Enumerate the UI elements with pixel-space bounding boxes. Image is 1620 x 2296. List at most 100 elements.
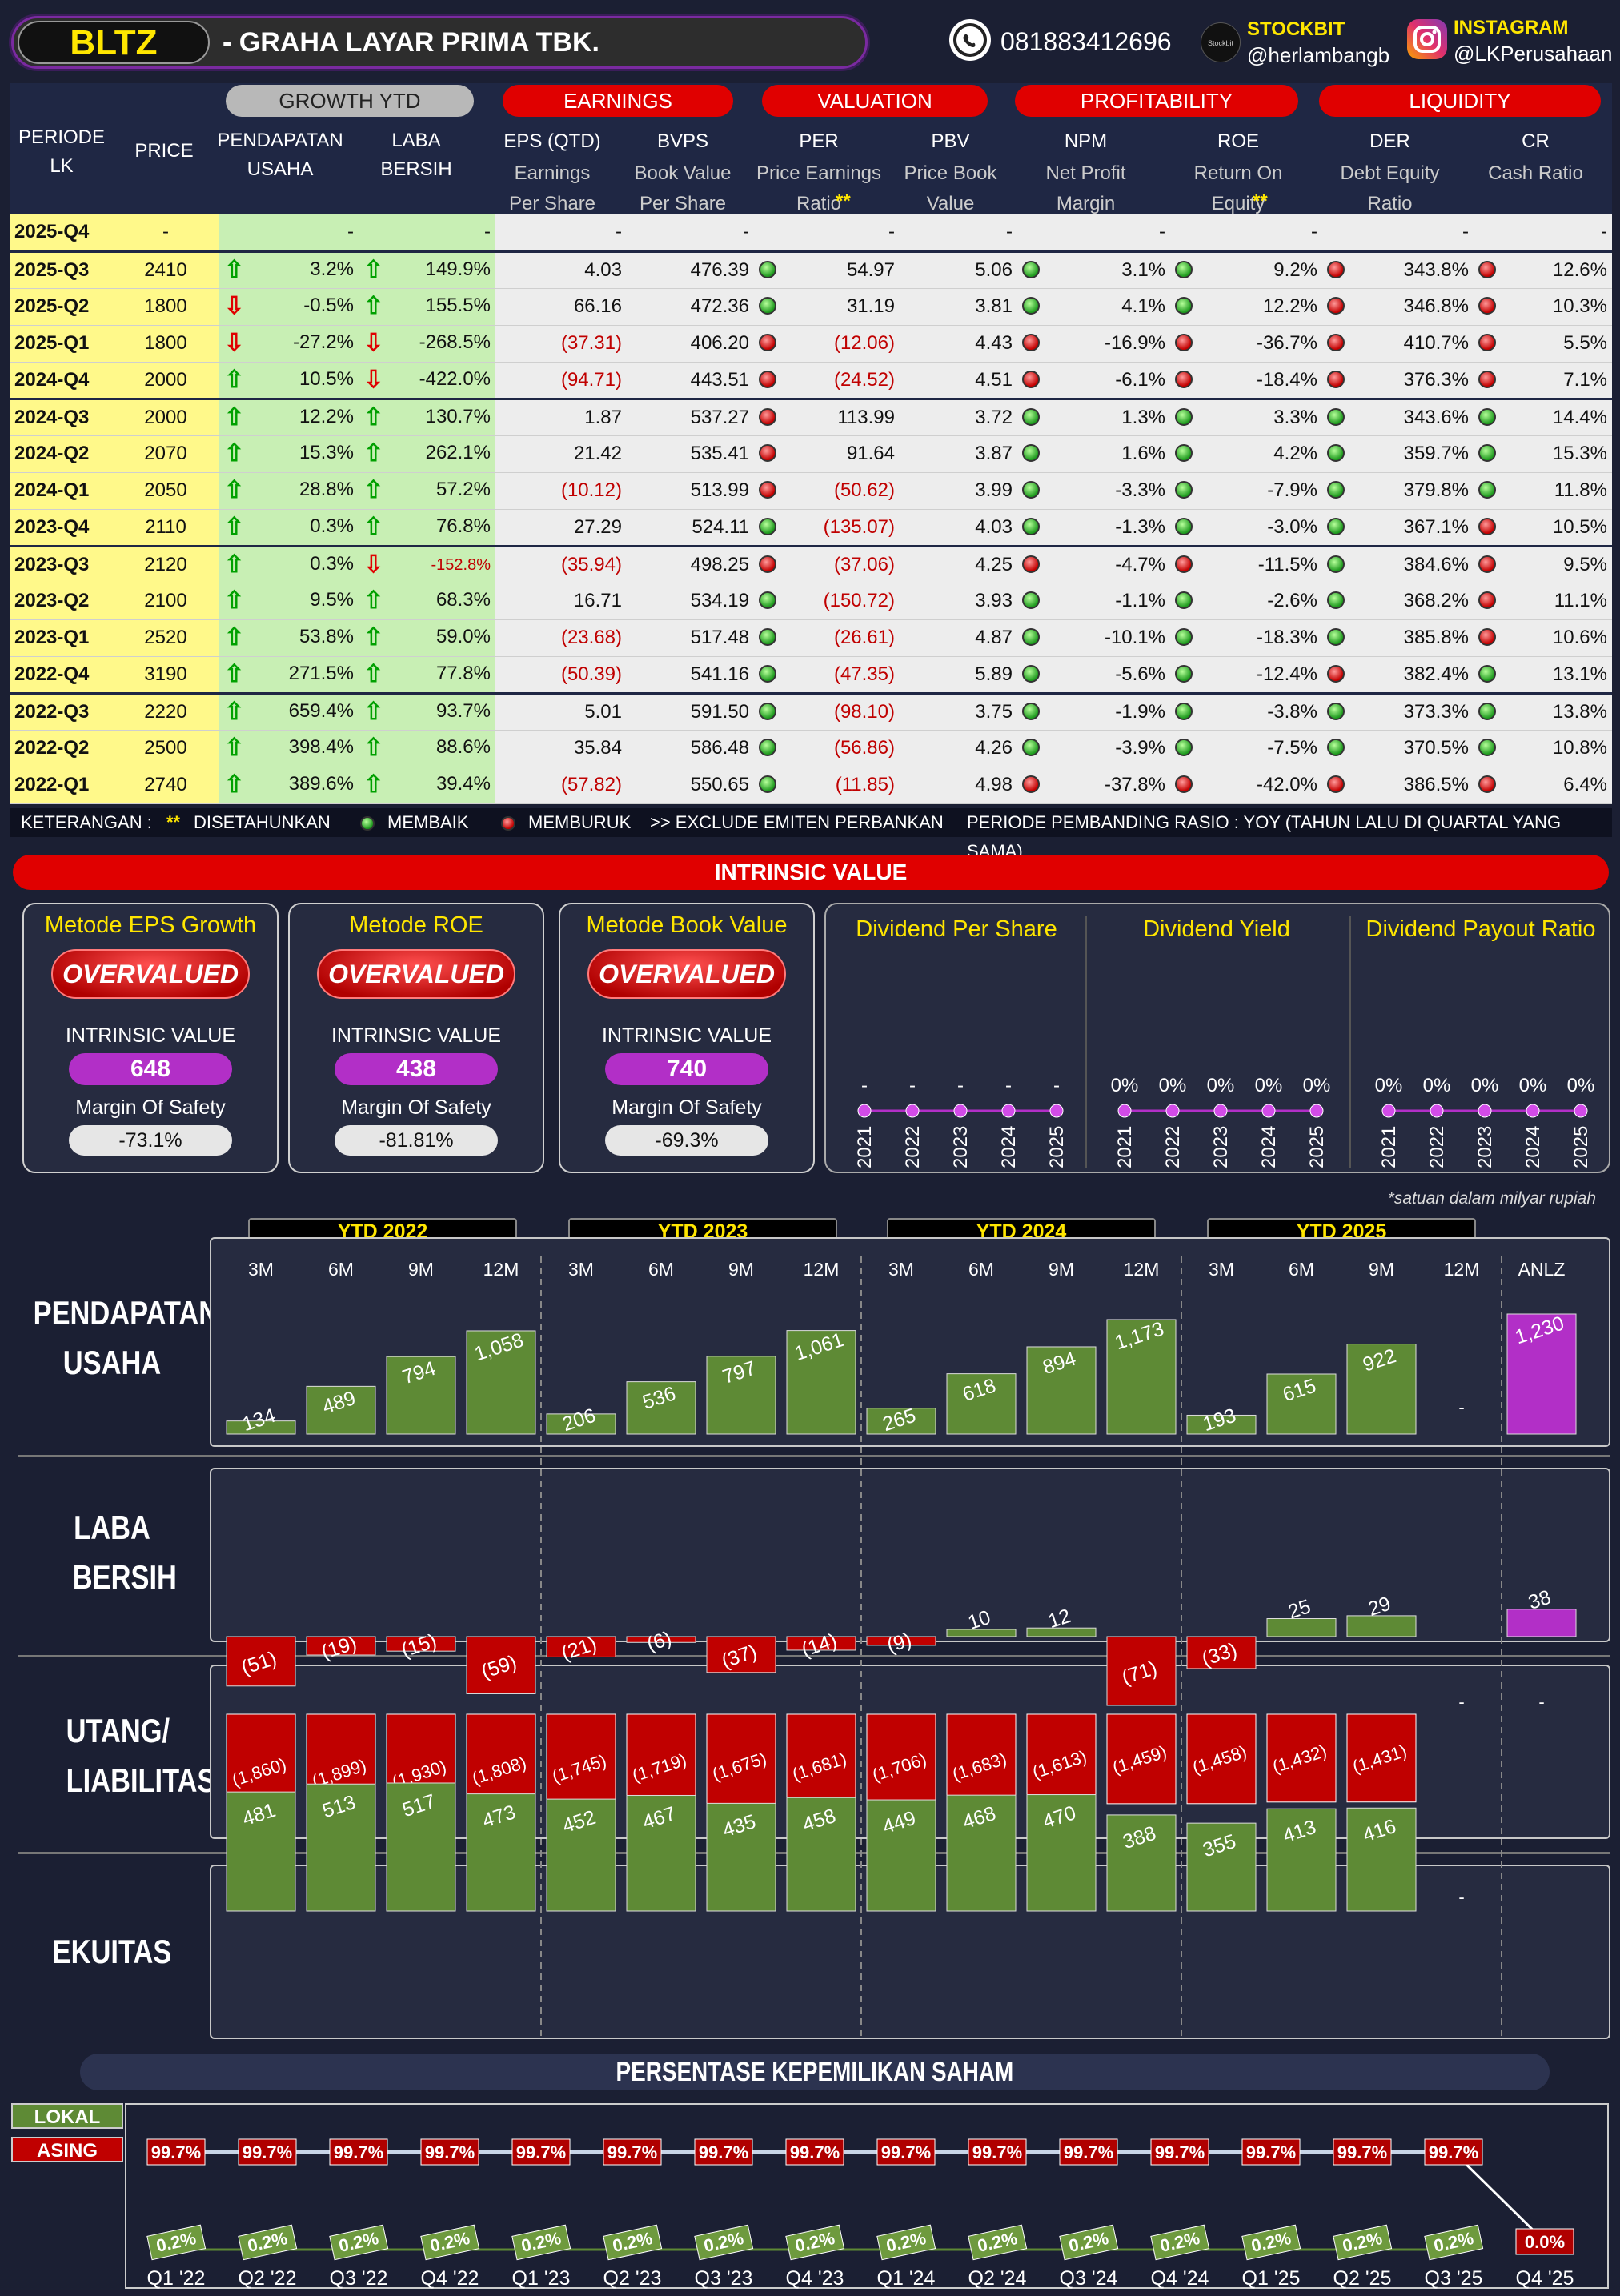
red-dot-icon [1478, 370, 1496, 388]
dividend-year: 2023 [1210, 1126, 1232, 1168]
ticker-badge: BLTZ [18, 21, 210, 64]
green-dot-icon [1175, 297, 1193, 315]
dividend-point [857, 1104, 872, 1118]
lokal-point [420, 2138, 479, 2166]
green-dot-icon [1327, 555, 1345, 573]
green-dot-icon [1327, 481, 1345, 499]
margin-of-safety: -73.1% [69, 1125, 232, 1156]
bar [546, 1636, 616, 1657]
lokal-label: 0.0% [1525, 2232, 1565, 2252]
asing-point [603, 2224, 663, 2261]
dividend-value: 0% [1207, 1075, 1235, 1096]
lokal-point [329, 2138, 388, 2166]
bar [1346, 1807, 1417, 1912]
stockbit-handle[interactable]: @herlambangb [1247, 43, 1390, 67]
table-row: 2024-Q1 2050 ⇧ 28.8% ⇧ 57.2% (10.12) 513.99 (50.… [10, 472, 1612, 510]
green-dot-icon [1022, 260, 1040, 278]
dividend-year: 2022 [1162, 1126, 1184, 1168]
green-dot-icon [1022, 444, 1040, 462]
lokal-label: 99.7% [151, 2142, 201, 2162]
dividend-point [953, 1104, 968, 1118]
dividend-point [1165, 1104, 1180, 1118]
asing-point [1424, 2224, 1484, 2261]
bar [1026, 1346, 1097, 1435]
bar [786, 1330, 856, 1435]
month-label: 6M [968, 1259, 994, 1280]
quarter-label: Q4 '24 [1151, 2267, 1209, 2290]
bar-label: - [1458, 1887, 1464, 1907]
green-dot-icon [1327, 739, 1345, 756]
green-dot-icon [1175, 591, 1193, 609]
divider-1 [18, 1455, 1610, 1457]
margin-of-safety: -69.3% [605, 1125, 768, 1156]
ratio-table: 2025-Q4- - - - - - - - - - -2025-Q3 2410 ⇧ 3.2% ⇧ 149.9… [10, 83, 1612, 804]
up-arrow-icon: ⇧ [224, 477, 245, 503]
asing-point [146, 2224, 207, 2261]
dividend-point [1526, 1104, 1540, 1118]
quarter-label: Q3 '24 [1060, 2267, 1118, 2290]
up-arrow-icon: ⇧ [224, 735, 245, 761]
bar [306, 1636, 376, 1656]
green-dot-icon [1327, 407, 1345, 426]
green-dot-icon [1175, 444, 1193, 462]
green-dot-icon [1022, 407, 1040, 426]
lokal-label: 99.7% [972, 2142, 1022, 2162]
up-arrow-icon: ⇧ [363, 293, 384, 319]
up-arrow-icon: ⇧ [363, 660, 384, 687]
dividend-year: 2025 [1570, 1126, 1592, 1168]
green-dot-icon [1022, 297, 1040, 315]
bar [946, 1629, 1017, 1637]
green-dot-icon [1175, 702, 1193, 720]
lokal-label: 99.7% [1337, 2142, 1387, 2162]
month-label: 12M [1124, 1259, 1160, 1280]
red-dot-icon [1478, 628, 1496, 646]
lokal-label: 99.7% [881, 2142, 931, 2162]
lokal-point [785, 2138, 844, 2166]
bar [706, 1636, 776, 1673]
asing-point [785, 2224, 845, 2261]
up-arrow-icon: ⇧ [363, 587, 384, 614]
up-arrow-icon: ⇧ [224, 771, 245, 798]
bar [706, 1713, 776, 1817]
bar-label: - [1458, 1397, 1464, 1417]
month-label: 12M [483, 1259, 519, 1280]
quarter-label: Q1 '22 [147, 2267, 206, 2290]
dividend-value: 0% [1111, 1075, 1139, 1096]
month-label: 9M [408, 1259, 434, 1280]
red-dot-icon [1478, 297, 1496, 315]
green-dot-icon [759, 775, 776, 793]
table-row: 2023-Q2 2100 ⇧ 9.5% ⇧ 68.3% 16.71 534.19 (150.72… [10, 583, 1612, 620]
dividend-point [905, 1104, 920, 1118]
green-dot-icon [1175, 664, 1193, 683]
down-arrow-icon: ⇩ [224, 293, 245, 319]
dividend-title: Dividend Per Share [856, 916, 1057, 942]
lokal-point [1059, 2138, 1118, 2166]
lokal-point [968, 2138, 1027, 2166]
green-dot-icon [1175, 517, 1193, 535]
up-arrow-icon: ⇧ [363, 624, 384, 651]
down-arrow-icon: ⇩ [224, 330, 245, 356]
month-label: 9M [1049, 1259, 1074, 1280]
month-label: 3M [248, 1259, 274, 1280]
intrinsic-value: 438 [335, 1053, 498, 1085]
red-dot-icon [759, 555, 776, 573]
dividend-point [1049, 1104, 1064, 1118]
col-roe: ROE Return On Equity [1193, 130, 1283, 214]
dividend-value: 0% [1255, 1075, 1283, 1096]
red-dot-icon [1022, 334, 1040, 351]
red-dot-icon [759, 444, 776, 462]
instagram-handle[interactable]: @LKPerusahaan [1454, 42, 1613, 66]
divider-2 [18, 1655, 1610, 1657]
bar [946, 1373, 1017, 1435]
dividend-year: 2022 [1426, 1126, 1448, 1168]
lokal-label: 99.7% [608, 2142, 657, 2162]
green-dot-icon [1175, 628, 1193, 646]
quarter-label: Q2 '23 [603, 2267, 662, 2290]
up-arrow-icon: ⇧ [224, 624, 245, 651]
bar-label: - [1458, 1692, 1464, 1712]
red-dot-icon [1022, 370, 1040, 388]
red-dot-icon [1022, 775, 1040, 793]
red-dot-icon [1175, 555, 1193, 573]
lokal-label: 99.7% [243, 2142, 292, 2162]
bar [946, 1794, 1017, 1912]
